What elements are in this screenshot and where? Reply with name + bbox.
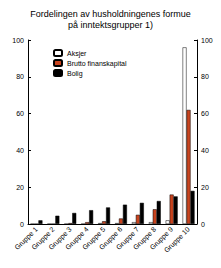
svg-text:Gruppe 10: Gruppe 10 xyxy=(163,225,192,254)
svg-text:Gruppe 4: Gruppe 4 xyxy=(64,225,90,252)
svg-text:Gruppe 5: Gruppe 5 xyxy=(81,225,107,252)
svg-text:20: 20 xyxy=(201,184,209,191)
svg-text:60: 60 xyxy=(201,110,209,117)
svg-text:Gruppe 6: Gruppe 6 xyxy=(97,225,124,252)
svg-text:Fordelingen av husholdningenes: Fordelingen av husholdningenes formue xyxy=(30,9,191,19)
svg-text:Gruppe 1: Gruppe 1 xyxy=(13,225,39,252)
svg-text:Gruppe 2: Gruppe 2 xyxy=(30,225,56,252)
svg-text:Gruppe 9: Gruppe 9 xyxy=(148,225,175,252)
svg-text:40: 40 xyxy=(201,147,209,154)
svg-text:Brutto finanskapital: Brutto finanskapital xyxy=(67,60,127,68)
svg-text:Bolig: Bolig xyxy=(67,70,83,78)
svg-text:Gruppe 8: Gruppe 8 xyxy=(131,225,158,252)
svg-text:20: 20 xyxy=(16,184,24,191)
svg-text:Gruppe 3: Gruppe 3 xyxy=(47,225,73,252)
svg-text:på inntektsgrupper 1): på inntektsgrupper 1) xyxy=(68,20,153,30)
svg-text:40: 40 xyxy=(16,147,24,154)
svg-text:0: 0 xyxy=(20,221,24,228)
svg-text:100: 100 xyxy=(201,37,213,44)
svg-text:Aksjer: Aksjer xyxy=(67,50,87,58)
svg-text:0: 0 xyxy=(201,221,205,228)
svg-text:80: 80 xyxy=(201,73,209,80)
svg-text:Gruppe 7: Gruppe 7 xyxy=(114,225,141,252)
svg-text:100: 100 xyxy=(12,37,24,44)
svg-text:80: 80 xyxy=(16,73,24,80)
svg-text:60: 60 xyxy=(16,110,24,117)
